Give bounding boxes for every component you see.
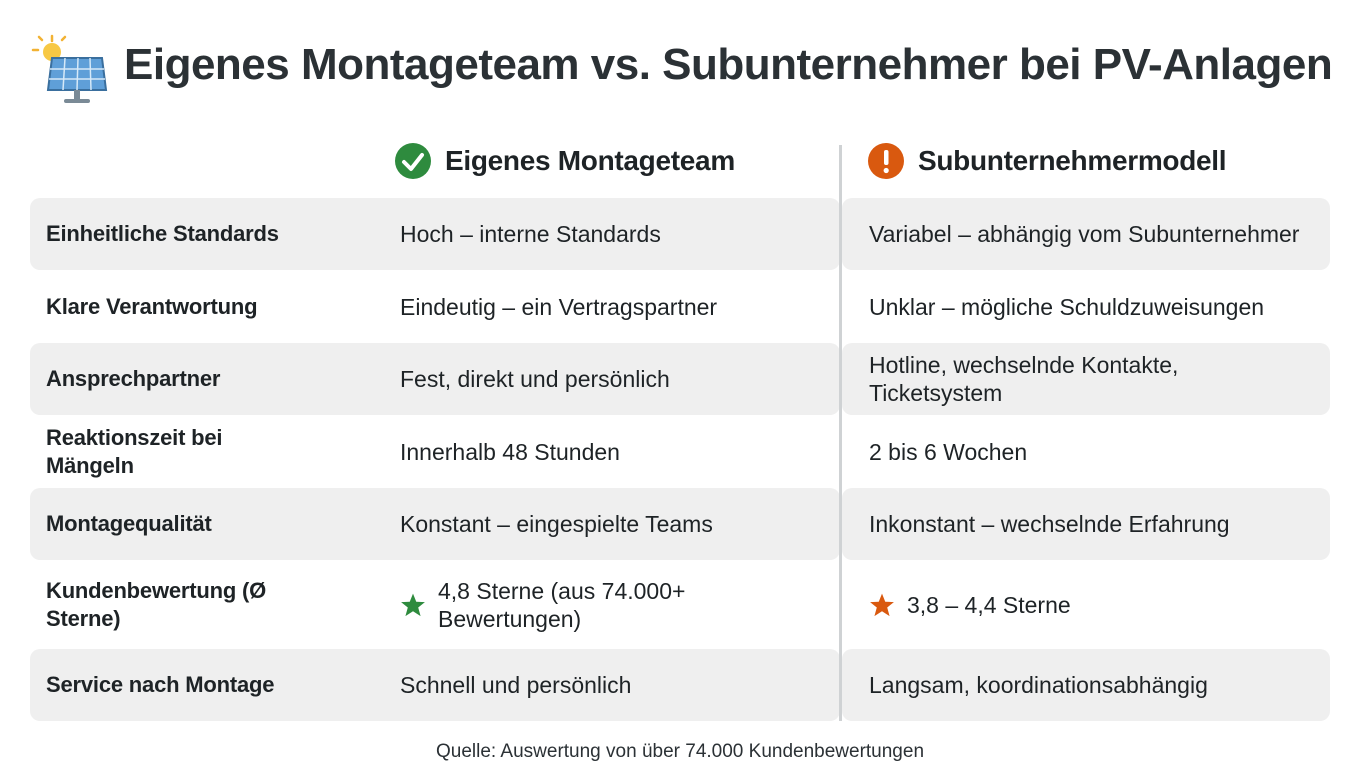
cell-text: Hoch – interne Standards <box>400 221 661 247</box>
cell-text: Inkonstant – wechselnde Erfahrung <box>869 511 1230 537</box>
column-header: Eigenes Montageteam <box>395 142 735 180</box>
row-label: Klare Verantwortung <box>46 293 258 319</box>
cell-text: Unklar – mögliche Schuldzuweisungen <box>869 293 1265 320</box>
cell-sub: Variabel – abhängig vom Subunternehmer <box>869 198 1314 270</box>
cell-text: Eindeutig – ein Vertragspartner <box>400 293 718 320</box>
column-header-text: Eigenes Montageteam <box>445 145 735 176</box>
cell-text: 4,8 Sterne (aus 74.000+ Bewertungen) <box>438 577 686 632</box>
row-background <box>30 343 840 415</box>
solar-icon <box>31 34 108 103</box>
cell-text: 3,8 – 4,4 Sterne <box>907 591 1071 618</box>
title: Eigenes Montageteam vs. Subunternehmer b… <box>124 40 1333 89</box>
source-note: Quelle: Auswertung von über 74.000 Kunde… <box>435 741 925 762</box>
cell-own: Konstant – eingespielte Teams <box>400 488 820 560</box>
row-label: Reaktionszeit bei Mängeln <box>46 424 223 478</box>
cell-text: 2 bis 6 Wochen <box>869 438 1028 465</box>
cell-text: Fest, direkt und persönlich <box>400 366 670 392</box>
row-background <box>842 488 1330 560</box>
row-label: Ansprechpartner <box>46 366 221 391</box>
row-label: Kundenbewertung (Ø Sterne) <box>46 577 267 631</box>
row-label: Service nach Montage <box>46 672 275 697</box>
cell-own: 4,8 Sterne (aus 74.000+ Bewertungen) <box>400 560 820 649</box>
cell-sub: Inkonstant – wechselnde Erfahrung <box>869 488 1314 560</box>
row-label: Einheitliche Standards <box>46 221 279 246</box>
row-background <box>30 198 840 270</box>
cell-text: Langsam, koordinationsabhängig <box>869 672 1208 698</box>
cell-own: Hoch – interne Standards <box>400 198 820 270</box>
row-label: Montagequalität <box>46 511 212 536</box>
cell-sub: Hotline, wechselnde Kontakte, Ticketsyst… <box>869 343 1314 415</box>
check-icon <box>395 143 431 179</box>
cell-sub: Langsam, koordinationsabhängig <box>869 649 1314 721</box>
cell-text: Innerhalb 48 Stunden <box>400 438 620 465</box>
cell-text: Variabel – abhängig vom Subunternehmer <box>869 221 1300 247</box>
column-header: Subunternehmermodell <box>868 142 1227 180</box>
column-divider <box>839 145 842 721</box>
row-background <box>30 488 840 560</box>
cell-text: Hotline, wechselnde Kontakte, Ticketsyst… <box>869 352 1179 406</box>
column-header-text: Subunternehmermodell <box>918 145 1227 176</box>
star-icon <box>401 593 425 616</box>
cell-sub: 2 bis 6 Wochen <box>869 415 1314 488</box>
cell-sub: Unklar – mögliche Schuldzuweisungen <box>869 270 1314 343</box>
row-background <box>30 649 840 721</box>
warning-icon <box>868 143 904 179</box>
cell-own: Eindeutig – ein Vertragspartner <box>400 270 820 343</box>
row-background <box>842 198 1330 270</box>
cell-text: Konstant – eingespielte Teams <box>400 511 713 537</box>
row-background <box>842 649 1330 721</box>
cell-own: Schnell und persönlich <box>400 649 820 721</box>
row-background <box>842 343 1330 415</box>
cell-text: Schnell und persönlich <box>400 672 632 698</box>
cell-sub: 3,8 – 4,4 Sterne <box>869 560 1314 649</box>
cell-own: Innerhalb 48 Stunden <box>400 415 820 488</box>
star-icon <box>870 593 894 616</box>
cell-own: Fest, direkt und persönlich <box>400 343 820 415</box>
